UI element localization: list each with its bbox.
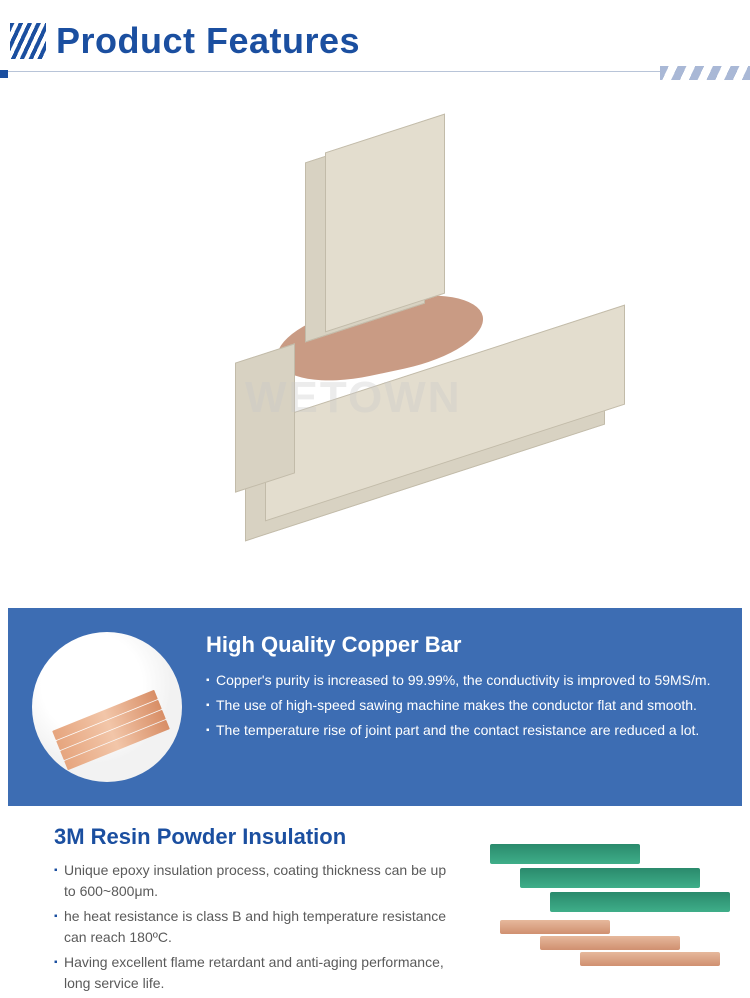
copper-feature-list: Copper's purity is increased to 99.99%, … [206, 670, 714, 741]
list-item: he heat resistance is class B and high t… [54, 906, 460, 948]
resin-section-title: 3M Resin Powder Insulation [54, 824, 460, 850]
resin-bars-image [480, 824, 740, 984]
resin-feature-panel: 3M Resin Powder Insulation Unique epoxy … [0, 806, 750, 998]
copper-feature-panel: High Quality Copper Bar Copper's purity … [8, 608, 742, 806]
list-item: Copper's purity is increased to 99.99%, … [206, 670, 714, 691]
copper-section-title: High Quality Copper Bar [206, 632, 714, 658]
list-item: The use of high-speed sawing machine mak… [206, 695, 714, 716]
list-item: The temperature rise of joint part and t… [206, 720, 714, 741]
page-title: Product Features [56, 20, 360, 62]
list-item: Having excellent flame retardant and ant… [54, 952, 460, 994]
resin-feature-list: Unique epoxy insulation process, coating… [54, 860, 460, 994]
list-item: Unique epoxy insulation process, coating… [54, 860, 460, 902]
hero-illustration: WETOWN [0, 78, 750, 608]
section-header: Product Features [0, 0, 750, 70]
copper-bar-image [32, 632, 182, 782]
header-stripe-icon [10, 23, 46, 59]
header-divider [0, 70, 750, 78]
